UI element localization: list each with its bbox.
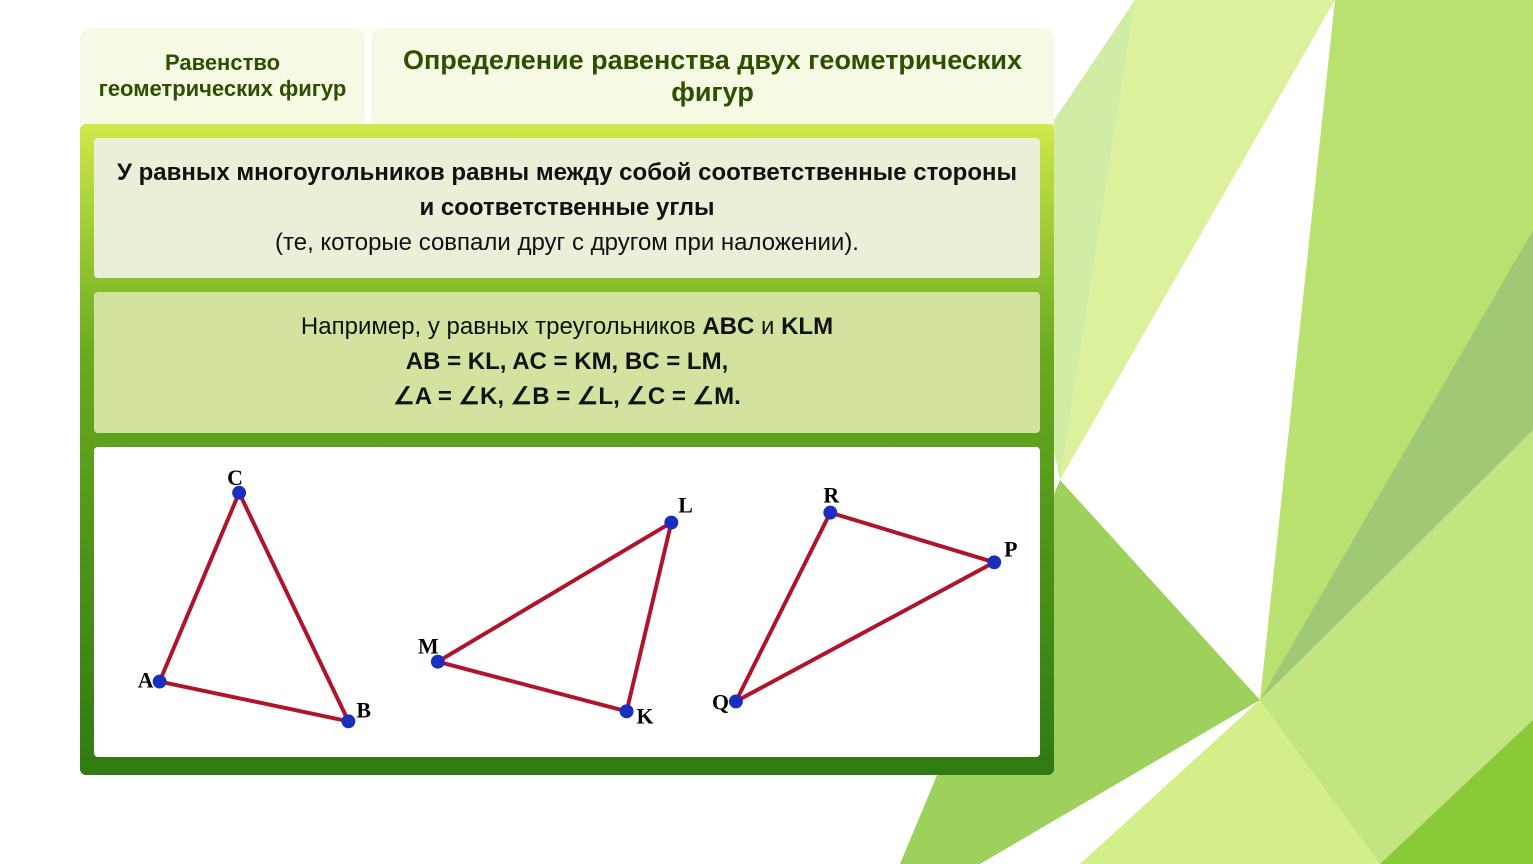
panel2-b1: ABC <box>702 313 754 340</box>
svg-text:C: C <box>227 466 243 490</box>
slide-stage: Равенство геометрических фигур Определен… <box>0 0 1533 864</box>
tab-right-text: Определение равенства двух геометрически… <box>389 44 1036 109</box>
panel2-line2: AB = KL, AC = KM, BC = LM, <box>406 348 728 375</box>
card-body: У равных многоугольников равны между соб… <box>80 124 1054 775</box>
svg-text:Q: Q <box>712 690 729 714</box>
panel2-mid: и <box>754 313 781 340</box>
triangles-diagram: A B C M K L Q R P <box>100 453 1034 751</box>
svg-text:M: M <box>418 634 439 658</box>
panel2-line3: ∠A = ∠K, ∠B = ∠L, ∠C = ∠M. <box>393 383 741 410</box>
panel1-bold: У равных многоугольников равны между соб… <box>117 159 1017 221</box>
content-card: Равенство геометрических фигур Определен… <box>80 28 1054 820</box>
panel2-b2: KLM <box>781 313 833 340</box>
panel2-pre: Например, у равных треугольников <box>301 313 702 340</box>
panel-equal-polygons: У равных многоугольников равны между соб… <box>94 138 1040 278</box>
svg-text:K: K <box>637 704 654 728</box>
svg-text:R: R <box>823 483 839 507</box>
tab-left-text: Равенство геометрических фигур <box>98 50 347 103</box>
panel1-plain: (те, которые совпали друг с другом при н… <box>275 229 859 256</box>
tabs-row: Равенство геометрических фигур Определен… <box>80 28 1054 124</box>
tab-right: Определение равенства двух геометрически… <box>371 28 1054 124</box>
tab-left: Равенство геометрических фигур <box>80 28 365 124</box>
panel-example: Например, у равных треугольников ABC и K… <box>94 292 1040 432</box>
triangles-diagram-panel: A B C M K L Q R P <box>94 447 1040 757</box>
svg-text:L: L <box>678 493 693 517</box>
svg-text:P: P <box>1004 537 1017 561</box>
svg-text:A: A <box>138 668 154 692</box>
svg-text:B: B <box>356 698 371 722</box>
